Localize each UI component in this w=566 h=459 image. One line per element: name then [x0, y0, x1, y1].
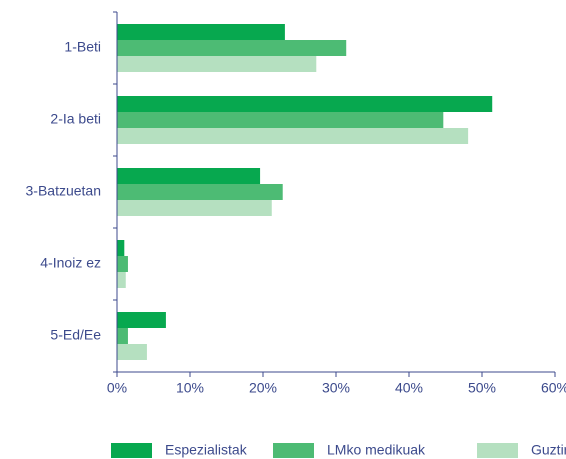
- bar: [117, 56, 317, 72]
- x-tick-label: 50%: [468, 380, 496, 396]
- legend-swatch: [477, 443, 518, 458]
- legend-label: Guztira: [531, 442, 566, 458]
- y-tick-label: 5-Ed/Ee: [50, 327, 101, 343]
- bar: [117, 24, 285, 40]
- bar: [117, 128, 469, 144]
- bar: [117, 312, 166, 328]
- bar: [117, 344, 147, 360]
- bar: [117, 96, 493, 112]
- bar: [117, 256, 128, 272]
- bar: [117, 240, 125, 256]
- y-tick-label: 3-Batzuetan: [26, 183, 102, 199]
- bar: [117, 184, 283, 200]
- legend-swatch: [111, 443, 152, 458]
- y-tick-label: 2-Ia beti: [50, 111, 101, 127]
- legend-label: LMko medikuak: [327, 442, 426, 458]
- x-tick-label: 0%: [107, 380, 127, 396]
- x-tick-label: 30%: [322, 380, 350, 396]
- legend-swatch: [273, 443, 314, 458]
- bar: [117, 168, 261, 184]
- x-tick-label: 10%: [176, 380, 204, 396]
- x-tick-label: 60%: [541, 380, 566, 396]
- bar: [117, 112, 444, 128]
- x-tick-label: 40%: [395, 380, 423, 396]
- bar: [117, 40, 347, 56]
- y-tick-label: 4-Inoiz ez: [40, 255, 101, 271]
- legend-label: Espezialistak: [165, 442, 248, 458]
- x-tick-label: 20%: [249, 380, 277, 396]
- bar: [117, 328, 128, 344]
- bar: [117, 200, 272, 216]
- y-tick-label: 1-Beti: [64, 39, 101, 55]
- bar: [117, 272, 126, 288]
